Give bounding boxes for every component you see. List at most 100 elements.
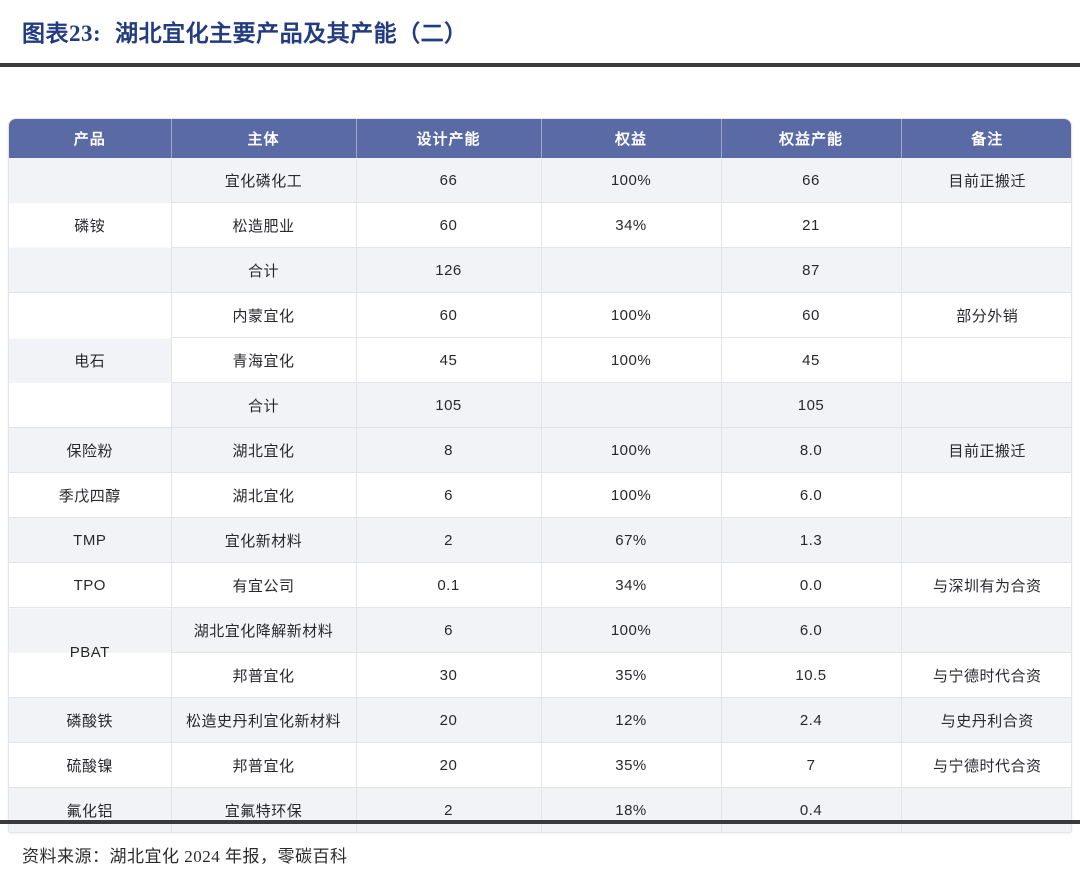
- design-capacity-cell: 105: [356, 382, 542, 428]
- design-capacity-cell: 0.1: [356, 562, 542, 608]
- column-header-entity: 主体: [171, 119, 357, 158]
- design-capacity-cell: 2: [356, 517, 542, 563]
- note-cell: 与深圳有为合资: [901, 562, 1071, 608]
- entity-cell: 松造史丹利宜化新材料: [171, 697, 357, 743]
- equity-cell: 35%: [541, 742, 722, 788]
- product-cell: 磷铵: [9, 158, 172, 293]
- equity-cell: 18%: [541, 787, 722, 832]
- design-capacity-cell: 60: [356, 292, 542, 338]
- equity-capacity-cell: 66: [721, 158, 902, 203]
- equity-capacity-cell: 105: [721, 382, 902, 428]
- note-cell: [901, 472, 1071, 518]
- table-row: 松造肥业 60 34% 21: [9, 202, 1071, 248]
- equity-cell: 100%: [541, 158, 722, 203]
- design-capacity-cell: 2: [356, 787, 542, 832]
- entity-cell: 邦普宜化: [171, 742, 357, 788]
- equity-capacity-cell: 6.0: [721, 472, 902, 518]
- entity-cell: 湖北宜化: [171, 427, 357, 473]
- figure-title-text: 湖北宜化主要产品及其产能（二）: [115, 21, 468, 46]
- product-cell: 氟化铝: [9, 787, 172, 832]
- entity-cell: 湖北宜化: [171, 472, 357, 518]
- product-cell: TPO: [9, 562, 172, 608]
- column-header-equity: 权益: [541, 119, 722, 158]
- entity-cell: 合计: [171, 382, 357, 428]
- table-row: 电石 内蒙宜化 60 100% 60 部分外销: [9, 292, 1071, 428]
- column-header-design-capacity: 设计产能: [356, 119, 542, 158]
- equity-capacity-cell: 0.0: [721, 562, 902, 608]
- table-row: 氟化铝 宜氟特环保 2 18% 0.4: [9, 787, 1071, 832]
- design-capacity-cell: 6: [356, 472, 542, 518]
- table-row: TMP 宜化新材料 2 67% 1.3: [9, 517, 1071, 563]
- product-cell: 硫酸镍: [9, 742, 172, 788]
- source-text: 资料来源：湖北宜化 2024 年报，零碳百科: [22, 847, 348, 866]
- column-header-product: 产品: [9, 119, 172, 158]
- entity-cell: 邦普宜化: [171, 652, 357, 698]
- entity-cell: 宜化新材料: [171, 517, 357, 563]
- product-cell: 保险粉: [9, 427, 172, 473]
- design-capacity-cell: 20: [356, 697, 542, 743]
- equity-capacity-cell: 0.4: [721, 787, 902, 832]
- design-capacity-cell: 8: [356, 427, 542, 473]
- entity-cell: 内蒙宜化: [171, 292, 357, 338]
- note-cell: 与史丹利合资: [901, 697, 1071, 743]
- equity-cell: 100%: [541, 337, 722, 383]
- equity-capacity-cell: 10.5: [721, 652, 902, 698]
- note-cell: [901, 202, 1071, 248]
- table-row: 青海宜化 45 100% 45: [9, 337, 1071, 383]
- equity-cell: 100%: [541, 472, 722, 518]
- equity-cell: 34%: [541, 562, 722, 608]
- design-capacity-cell: 20: [356, 742, 542, 788]
- note-cell: [901, 607, 1071, 653]
- capacity-table: 产品 主体 设计产能 权益 权益产能 备注 磷铵 宜化磷化工 66 100% 6…: [9, 119, 1071, 832]
- column-header-note: 备注: [901, 119, 1071, 158]
- equity-cell: 35%: [541, 652, 722, 698]
- design-capacity-cell: 30: [356, 652, 542, 698]
- product-cell: PBAT: [9, 607, 172, 698]
- equity-capacity-cell: 2.4: [721, 697, 902, 743]
- source-line: 资料来源：湖北宜化 2024 年报，零碳百科: [22, 842, 348, 867]
- table-row: 磷酸铁 松造史丹利宜化新材料 20 12% 2.4 与史丹利合资: [9, 697, 1071, 743]
- table-row: PBAT 湖北宜化降解新材料 6 100% 6.0: [9, 607, 1071, 698]
- note-cell: 目前正搬迁: [901, 427, 1071, 473]
- entity-cell: 宜化磷化工: [171, 158, 357, 203]
- equity-capacity-cell: 45: [721, 337, 902, 383]
- table-row: 邦普宜化 30 35% 10.5 与宁德时代合资: [9, 652, 1071, 698]
- bottom-divider: [0, 820, 1080, 824]
- entity-cell: 合计: [171, 247, 357, 293]
- note-cell: [901, 337, 1071, 383]
- note-cell: [901, 382, 1071, 428]
- entity-cell: 宜氟特环保: [171, 787, 357, 832]
- note-cell: 目前正搬迁: [901, 158, 1071, 203]
- equity-capacity-cell: 21: [721, 202, 902, 248]
- note-cell: [901, 247, 1071, 293]
- note-cell: 与宁德时代合资: [901, 652, 1071, 698]
- equity-capacity-cell: 1.3: [721, 517, 902, 563]
- entity-cell: 湖北宜化降解新材料: [171, 607, 357, 653]
- table-row: 磷铵 宜化磷化工 66 100% 66 目前正搬迁: [9, 158, 1071, 293]
- equity-capacity-cell: 6.0: [721, 607, 902, 653]
- note-cell: 部分外销: [901, 292, 1071, 338]
- table-row: 合计 105 105: [9, 382, 1071, 428]
- product-cell: TMP: [9, 517, 172, 563]
- figure-title: 图表23: 湖北宜化主要产品及其产能（二）: [22, 14, 468, 48]
- product-cell: 季戊四醇: [9, 472, 172, 518]
- equity-capacity-cell: 87: [721, 247, 902, 293]
- equity-cell: 100%: [541, 427, 722, 473]
- design-capacity-cell: 126: [356, 247, 542, 293]
- top-divider: [0, 63, 1080, 67]
- design-capacity-cell: 60: [356, 202, 542, 248]
- design-capacity-cell: 66: [356, 158, 542, 203]
- note-cell: 与宁德时代合资: [901, 742, 1071, 788]
- equity-cell: 100%: [541, 607, 722, 653]
- entity-cell: 青海宜化: [171, 337, 357, 383]
- note-cell: [901, 517, 1071, 563]
- product-cell: 电石: [9, 292, 172, 428]
- entity-cell: 松造肥业: [171, 202, 357, 248]
- figure-number: 图表23:: [22, 21, 102, 46]
- capacity-table-container: 产品 主体 设计产能 权益 权益产能 备注 磷铵 宜化磷化工 66 100% 6…: [8, 118, 1072, 833]
- design-capacity-cell: 6: [356, 607, 542, 653]
- equity-capacity-cell: 8.0: [721, 427, 902, 473]
- table-row: TPO 有宜公司 0.1 34% 0.0 与深圳有为合资: [9, 562, 1071, 608]
- equity-cell: 100%: [541, 292, 722, 338]
- table-row: 合计 126 87: [9, 247, 1071, 293]
